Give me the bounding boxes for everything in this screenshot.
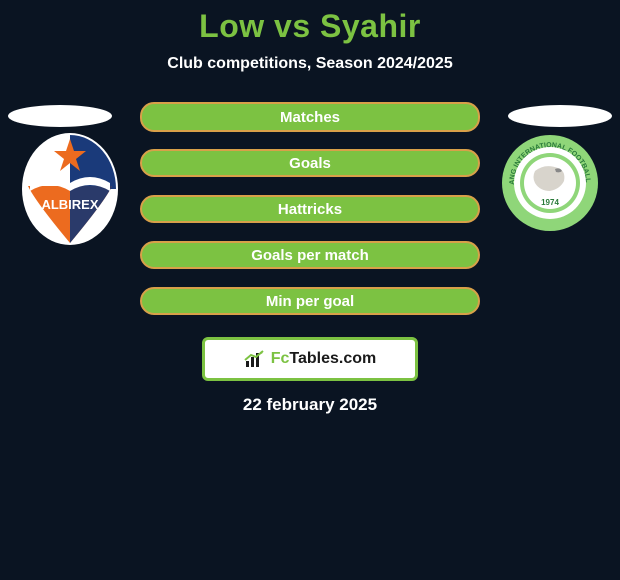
stat-label: Goals [289,155,331,172]
stat-row-hattricks: Hattricks [0,187,620,233]
brand-inner: FcTables.com [244,350,377,368]
brand-suffix: Tables.com [289,350,376,367]
stat-pill-mpg: Min per goal [140,287,480,315]
comparison-card: Low vs Syahir Club competitions, Season … [0,0,620,415]
left-value-placeholder [8,105,112,127]
stat-pill-hattricks: Hattricks [140,195,480,223]
bar-chart-icon [244,350,266,368]
page-title: Low vs Syahir [0,8,620,45]
stat-pill-matches: Matches [140,102,480,132]
date-label: 22 february 2025 [0,395,620,415]
stat-row-mpg: Min per goal [0,279,620,325]
subtitle: Club competitions, Season 2024/2025 [0,55,620,73]
stat-label: Matches [280,109,340,126]
stat-row-goals: ALBIREX Goals 1974 GEYLANG INTERNATIONAL… [0,141,620,187]
stat-pill-goals: Goals [140,149,480,177]
stat-row-gpm: Goals per match [0,233,620,279]
stat-pill-gpm: Goals per match [140,241,480,269]
stat-label: Min per goal [266,293,354,310]
right-value-placeholder [508,105,612,127]
brand-box[interactable]: FcTables.com [202,337,418,381]
brand-prefix: Fc [271,350,290,367]
stat-label: Hattricks [278,201,342,218]
stat-label: Goals per match [251,247,369,264]
brand-text: FcTables.com [271,350,377,368]
